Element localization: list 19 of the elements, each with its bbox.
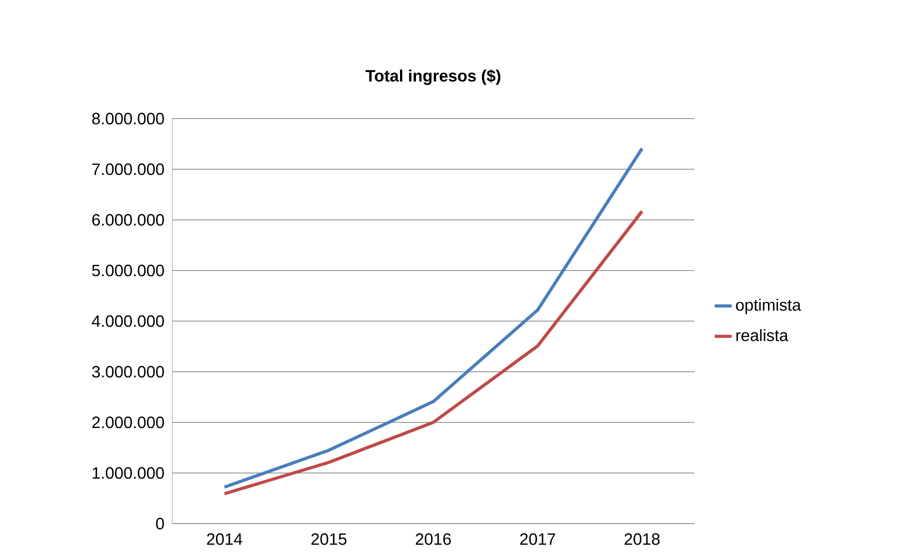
legend-label: realista (736, 329, 788, 342)
y-tick-label: 7.000.000 (92, 163, 164, 176)
y-tick-label: 6.000.000 (92, 214, 164, 226)
x-tick-label: 2015 (311, 533, 346, 545)
y-tick-label: 1.000.000 (92, 467, 164, 479)
y-tick-label: 2.000.000 (92, 416, 164, 428)
y-tick-label: 5.000.000 (92, 264, 164, 276)
y-tick-label: 4.000.000 (92, 315, 164, 327)
line-series (222, 146, 644, 489)
y-tick-label: 3.000.000 (92, 366, 164, 378)
x-tick-label: 2014 (207, 533, 242, 545)
legend-label: optimista (736, 298, 802, 314)
chart-title: Total ingresos ($) (366, 69, 500, 85)
y-tick-label: 0 (156, 518, 164, 530)
y-tick-label: 8.000.000 (92, 112, 164, 124)
x-tick-label: 2017 (520, 533, 556, 545)
line-series (222, 210, 644, 496)
x-tick-label: 2016 (416, 533, 451, 545)
x-tick-label: 2018 (624, 533, 660, 545)
